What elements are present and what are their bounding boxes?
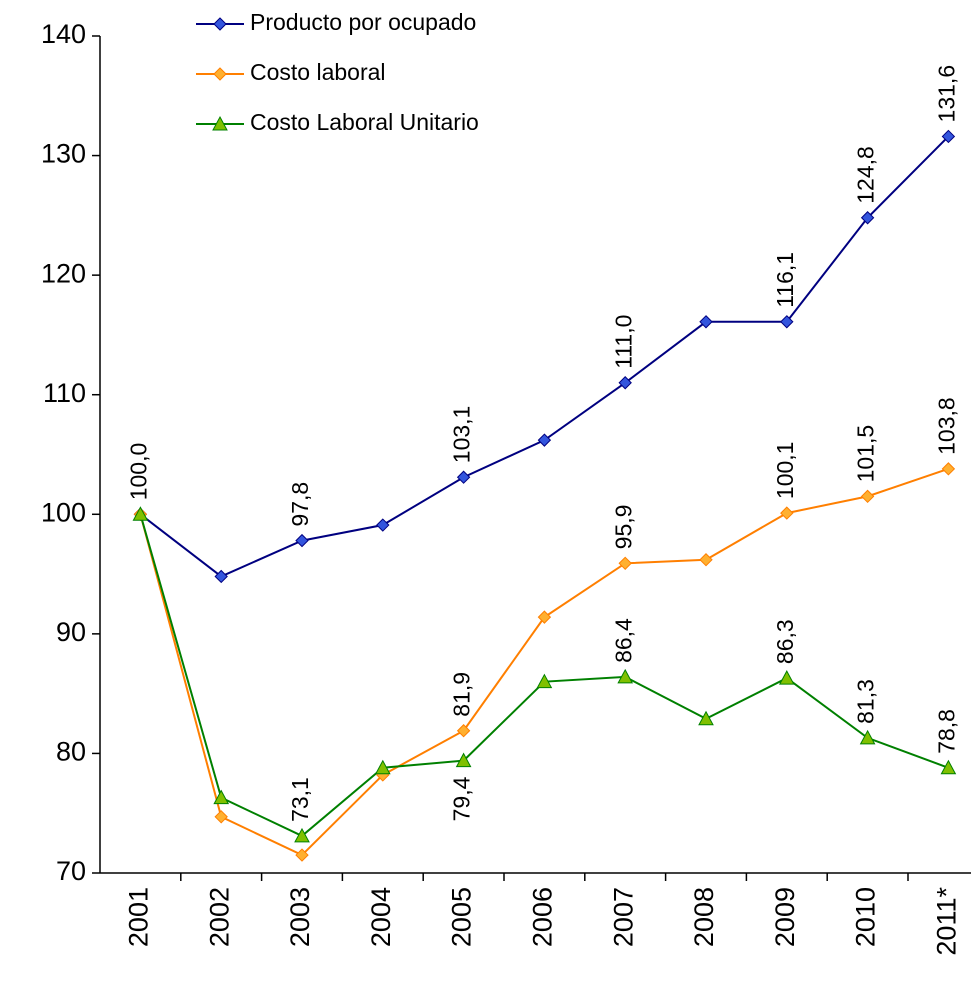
y-tick-label: 140 (41, 19, 86, 49)
data-point (617, 668, 634, 684)
legend-label: Costo Laboral Unitario (250, 109, 479, 135)
data-label: 95,9 (610, 505, 636, 550)
data-label: 86,4 (610, 618, 636, 663)
legend-marker (213, 67, 227, 81)
y-tick-label: 70 (56, 856, 86, 886)
data-point (537, 433, 552, 447)
data-label: 131,6 (933, 65, 959, 123)
data-label: 73,1 (287, 777, 313, 822)
data-point (698, 710, 714, 726)
data-point (456, 470, 471, 484)
data-point (294, 827, 310, 843)
data-point (859, 729, 876, 745)
data-point (778, 670, 795, 685)
x-tick-label: 2004 (366, 887, 396, 947)
data-point (618, 556, 632, 571)
x-tick-label: 2011* (932, 887, 962, 956)
legend-marker (212, 115, 228, 131)
data-label: 111,0 (610, 315, 636, 369)
data-label: 97,8 (287, 482, 313, 527)
legend-marker (213, 17, 227, 31)
data-point (214, 810, 228, 824)
data-point (618, 376, 632, 390)
x-tick-label: 2005 (447, 887, 477, 947)
data-point (940, 759, 957, 775)
y-tick-label: 130 (41, 139, 86, 169)
data-label: 81,9 (449, 672, 475, 717)
y-tick-label: 90 (56, 617, 86, 647)
data-point (295, 533, 309, 548)
data-label: 116,1 (772, 252, 798, 308)
x-tick-label: 2009 (770, 887, 800, 947)
data-point (780, 315, 794, 329)
data-point (295, 848, 309, 862)
data-point (699, 315, 713, 329)
data-point (374, 759, 391, 775)
data-label: 124,8 (853, 146, 879, 204)
x-tick-label: 2002 (204, 887, 234, 947)
data-point (860, 211, 875, 225)
y-tick-label: 100 (41, 497, 86, 527)
x-tick-label: 2010 (851, 887, 881, 947)
data-label: 103,8 (933, 397, 959, 455)
data-point (456, 724, 471, 738)
data-label: 86,3 (772, 619, 798, 664)
y-tick-label: 80 (56, 737, 86, 767)
series-line (139, 135, 950, 578)
data-point (214, 569, 228, 584)
series-line (139, 467, 949, 857)
y-tick-label: 110 (43, 378, 86, 408)
data-point (132, 506, 149, 521)
data-point (376, 518, 390, 532)
data-point (860, 489, 875, 504)
data-label: 100,0 (125, 443, 151, 501)
data-label: 103,1 (449, 406, 475, 464)
x-tick-label: 2006 (528, 887, 558, 947)
x-tick-label: 2001 (124, 887, 154, 947)
data-point (780, 506, 794, 520)
data-label: 100,1 (772, 442, 798, 500)
data-point (536, 673, 553, 689)
x-tick-label: 2003 (285, 887, 315, 947)
data-point (537, 610, 552, 624)
legend-label: Producto por ocupado (250, 9, 476, 35)
legend-label: Costo laboral (250, 59, 386, 85)
x-tick-label: 2007 (608, 887, 638, 947)
x-tick-label: 2008 (689, 887, 719, 947)
data-point (941, 129, 956, 144)
data-label: 78,8 (933, 709, 959, 754)
data-point (941, 462, 956, 476)
data-point (213, 789, 230, 805)
data-point (699, 553, 713, 567)
data-point (455, 752, 472, 768)
y-tick-label: 120 (41, 258, 86, 288)
data-label: 79,4 (449, 776, 475, 821)
data-label: 81,3 (853, 679, 879, 724)
data-label: 101,5 (853, 425, 879, 483)
